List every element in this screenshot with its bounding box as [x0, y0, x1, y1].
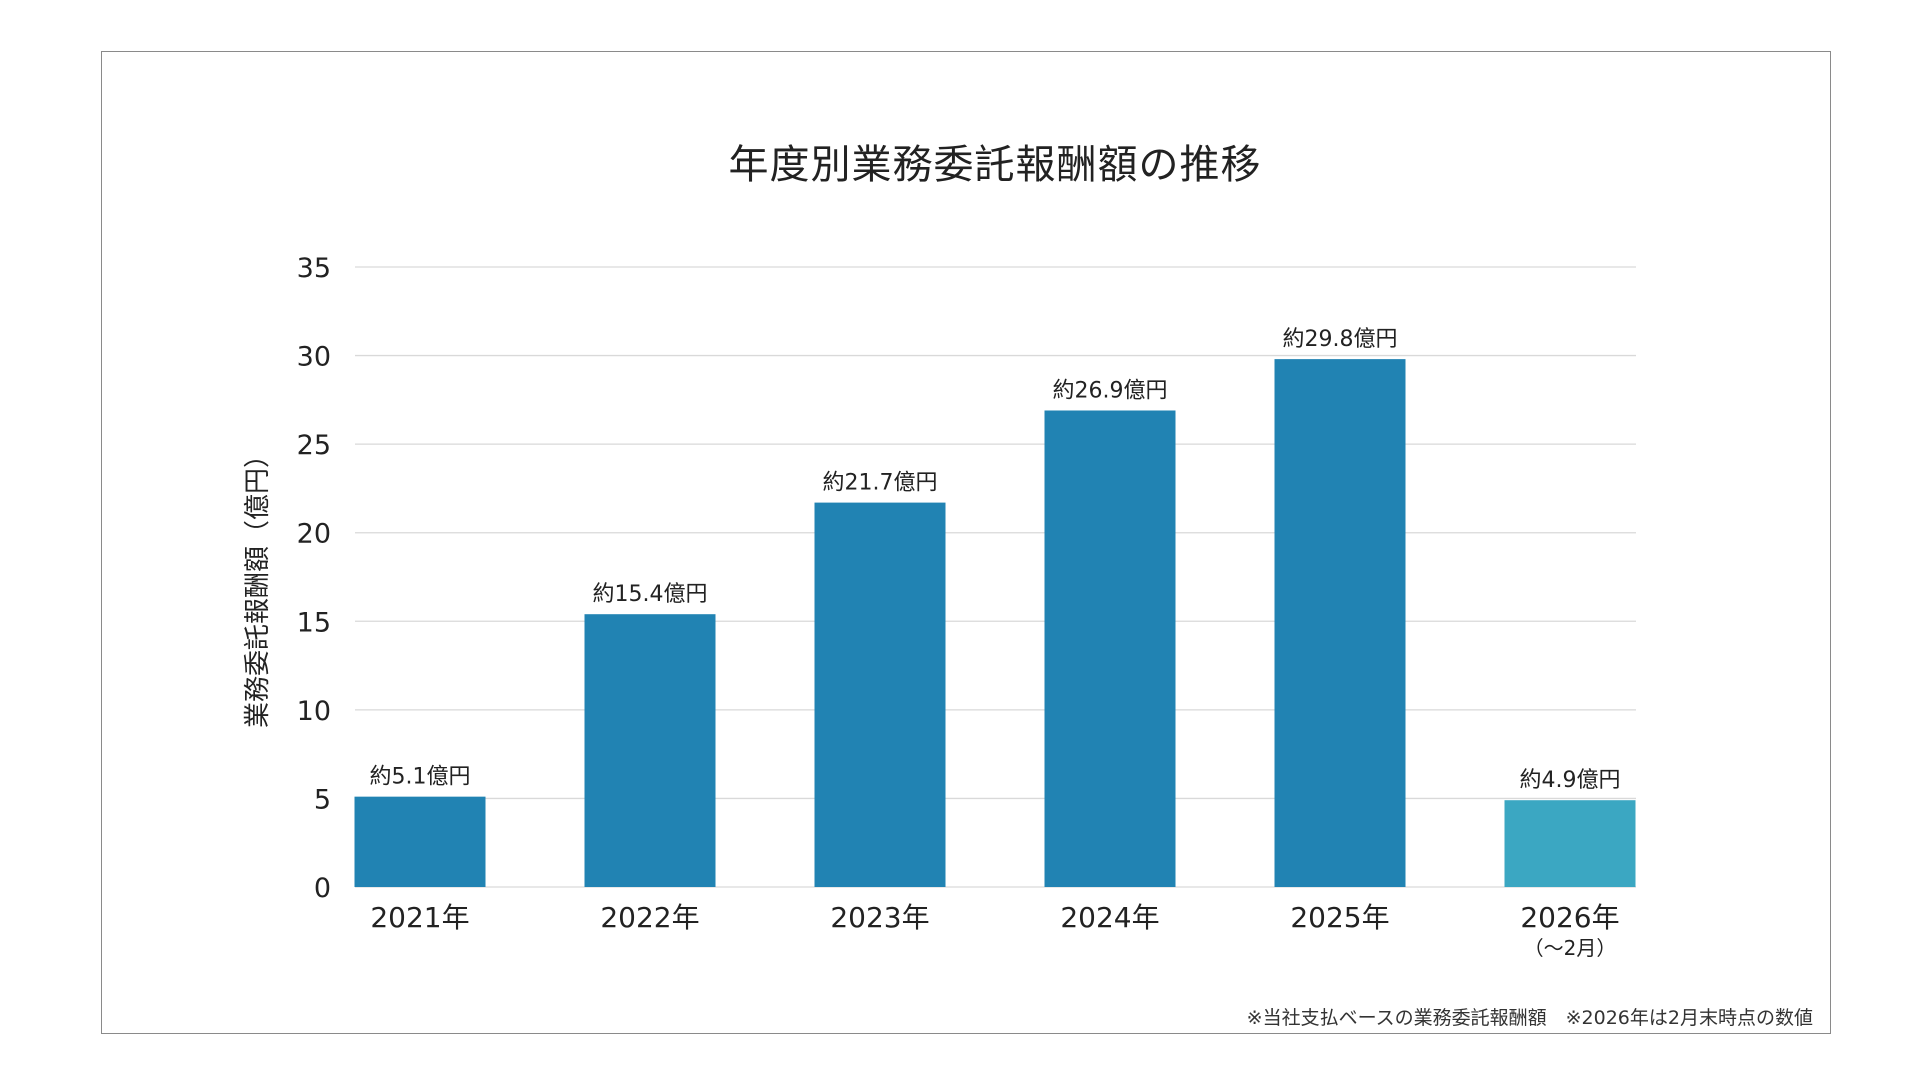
bar-1: [354, 796, 486, 887]
y-tick-label: 35: [297, 253, 331, 284]
y-tick-label: 20: [297, 519, 331, 550]
bar-2: [584, 614, 716, 887]
data-label: 約5.1億円: [370, 765, 471, 790]
x-category-label: 2022年: [600, 901, 699, 934]
data-label: 約4.9億円: [1520, 768, 1621, 793]
x-category-label: 2021年: [370, 901, 469, 934]
bar-4: [1044, 410, 1176, 887]
y-axis-title: 業務委託報酬額（億円）: [243, 442, 273, 728]
data-label: 約29.8億円: [1283, 327, 1398, 352]
y-tick-label: 10: [297, 696, 331, 727]
data-label: 約15.4億円: [593, 582, 708, 607]
y-tick-label: 25: [297, 430, 331, 461]
gridlines: [355, 266, 1636, 888]
y-tick-label: 15: [297, 607, 331, 638]
x-axis-categories: 2021年 2022年 2023年 2024年 2025年 2026年（～2月）: [370, 901, 1619, 960]
footnote: ※当社支払ベースの業務委託報酬額 ※2026年は2月末時点の数値: [1246, 1007, 1813, 1029]
bars: [354, 359, 1636, 888]
chart-title: 年度別業務委託報酬額の推移: [728, 142, 1262, 188]
chart-frame: [101, 51, 1831, 1034]
y-tick-label: 5: [314, 784, 331, 815]
bar-6: [1504, 800, 1636, 887]
x-category-label: 2024年: [1060, 901, 1159, 934]
bar-5: [1274, 359, 1406, 888]
bar-3: [814, 502, 946, 887]
x-category-label: 2026年: [1520, 901, 1619, 934]
y-tick-label: 30: [297, 342, 331, 373]
y-axis-ticks: 0 5 10 15 20 25 30 35: [297, 253, 331, 904]
x-category-sublabel: （～2月）: [1524, 936, 1617, 960]
x-category-label: 2025年: [1290, 901, 1389, 934]
data-label: 約21.7億円: [823, 471, 938, 496]
y-tick-label: 0: [314, 873, 331, 904]
x-category-label: 2023年: [830, 901, 929, 934]
data-label: 約26.9億円: [1053, 378, 1168, 403]
